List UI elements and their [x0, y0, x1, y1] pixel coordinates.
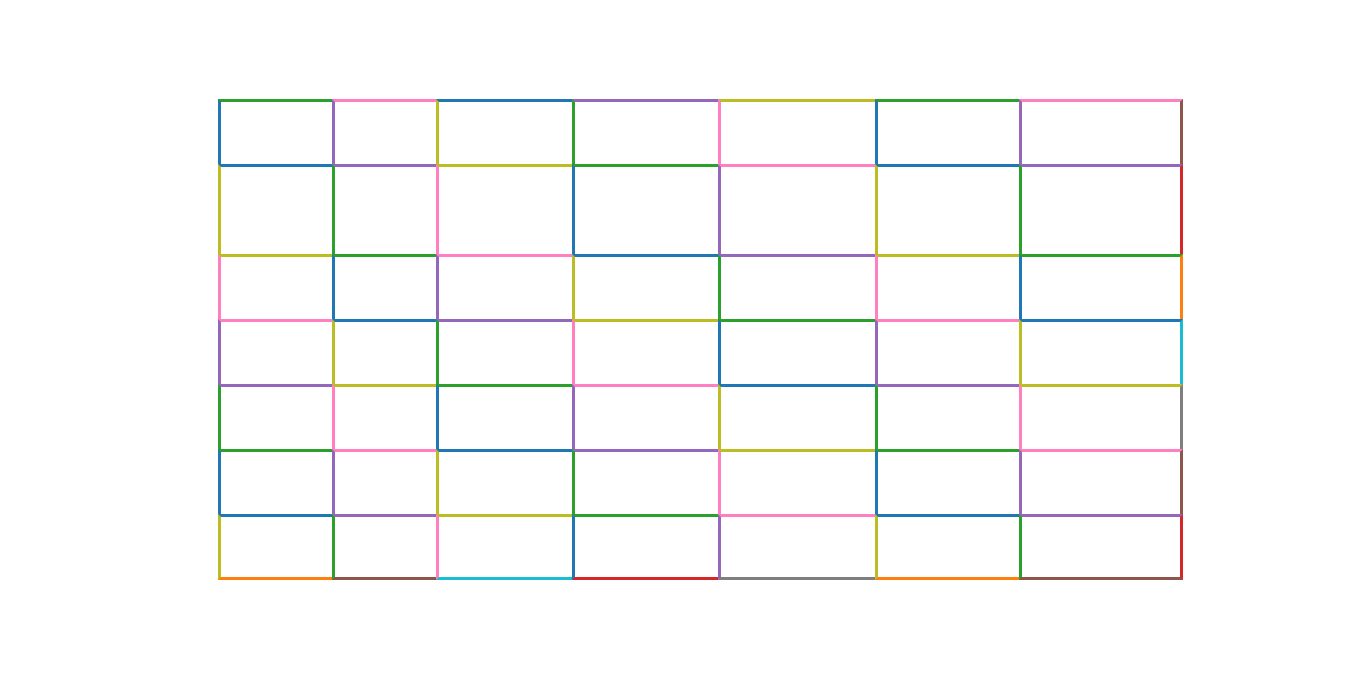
grid-cell-r4-c2 — [435, 383, 575, 452]
grid-cell-r2-c2 — [435, 253, 575, 322]
grid-cell-r5-c2 — [435, 448, 575, 517]
grid-cell-r2-c3 — [571, 253, 721, 322]
grid-cell-r1-c6 — [1018, 163, 1183, 257]
grid-cell-r3-c3 — [571, 318, 721, 387]
grid-cell-r5-c0 — [217, 448, 335, 517]
grid-cell-r1-c4 — [717, 163, 878, 257]
grid-cell-r0-c5 — [874, 98, 1022, 167]
grid-cell-r3-c1 — [331, 318, 439, 387]
grid-cell-r0-c2 — [435, 98, 575, 167]
grid-cell-r0-c0 — [217, 98, 335, 167]
grid-cell-r5-c5 — [874, 448, 1022, 517]
grid-cell-r6-c0 — [217, 513, 335, 580]
grid-cell-r3-c2 — [435, 318, 575, 387]
grid-cell-r6-c1 — [331, 513, 439, 580]
grid-cell-r4-c0 — [217, 383, 335, 452]
grid-cell-r3-c0 — [217, 318, 335, 387]
grid-cell-r1-c2 — [435, 163, 575, 257]
grid-cell-r2-c1 — [331, 253, 439, 322]
grid-cell-r1-c0 — [217, 163, 335, 257]
grid-cell-r0-c3 — [571, 98, 721, 167]
grid-cell-r1-c5 — [874, 163, 1022, 257]
grid-cell-r4-c5 — [874, 383, 1022, 452]
grid-cell-r5-c4 — [717, 448, 878, 517]
grid-cell-r2-c5 — [874, 253, 1022, 322]
grid-cell-r2-c4 — [717, 253, 878, 322]
grid-cell-r4-c3 — [571, 383, 721, 452]
grid-cell-r1-c3 — [571, 163, 721, 257]
grid-cell-r3-c5 — [874, 318, 1022, 387]
grid-cell-r6-c5 — [874, 513, 1022, 580]
grid-cell-r5-c6 — [1018, 448, 1183, 517]
grid-cell-r6-c3 — [571, 513, 721, 580]
grid-cell-r4-c4 — [717, 383, 878, 452]
grid-cell-r4-c1 — [331, 383, 439, 452]
grid-cell-r6-c6 — [1018, 513, 1183, 580]
grid-cell-r5-c3 — [571, 448, 721, 517]
grid-cell-r0-c6 — [1018, 98, 1183, 167]
grid-cell-r3-c4 — [717, 318, 878, 387]
grid-cell-r5-c1 — [331, 448, 439, 517]
grid-cell-r0-c1 — [331, 98, 439, 167]
grid-cell-r0-c4 — [717, 98, 878, 167]
grid-cell-r6-c2 — [435, 513, 575, 580]
grid-cell-r1-c1 — [331, 163, 439, 257]
grid-cell-r2-c0 — [217, 253, 335, 322]
grid-cell-r6-c4 — [717, 513, 878, 580]
grid-cell-r3-c6 — [1018, 318, 1183, 387]
grid-cell-r4-c6 — [1018, 383, 1183, 452]
grid-cell-r2-c6 — [1018, 253, 1183, 322]
